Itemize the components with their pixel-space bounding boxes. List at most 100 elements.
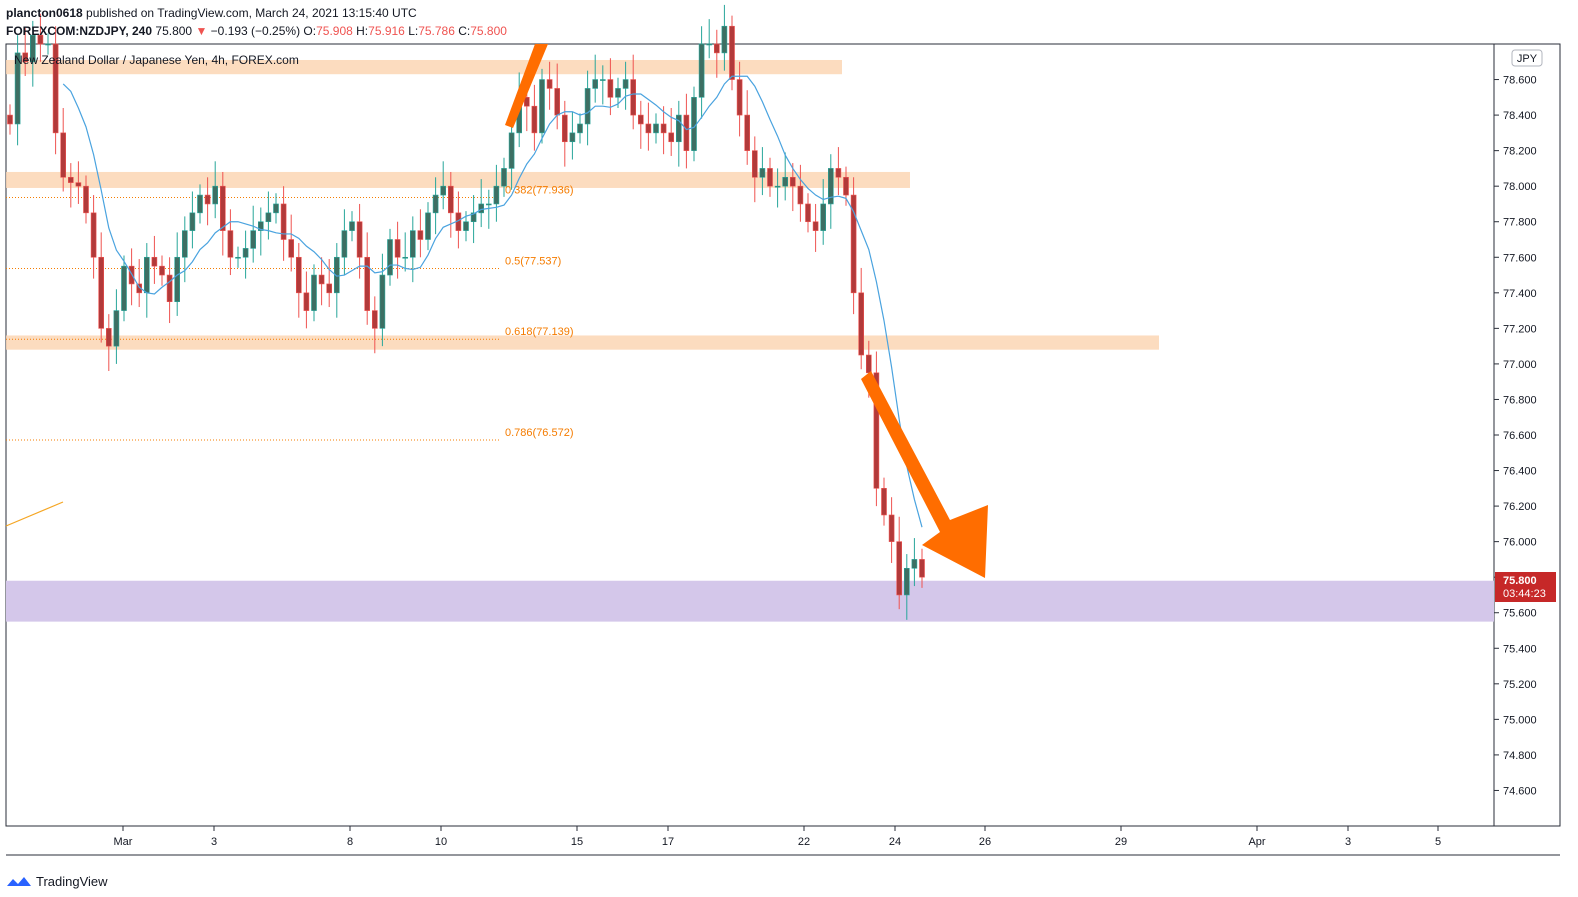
candle-body bbox=[174, 256, 180, 303]
x-tick-label: 5 bbox=[1435, 836, 1441, 848]
candle-body bbox=[911, 559, 918, 569]
candle-body bbox=[736, 79, 743, 116]
high-label: H: bbox=[356, 24, 369, 38]
y-tick-label: 76.600 bbox=[1503, 430, 1537, 442]
publish-line: plancton0618 published on TradingView.co… bbox=[6, 4, 507, 22]
candle-body bbox=[68, 176, 74, 183]
y-tick-label: 75.200 bbox=[1503, 679, 1537, 691]
candle-body bbox=[265, 212, 272, 223]
candle-body bbox=[660, 123, 667, 134]
candle-body bbox=[706, 43, 713, 46]
x-tick-label: 3 bbox=[211, 836, 217, 848]
bar-countdown: 03:44:23 bbox=[1503, 588, 1546, 600]
candle-body bbox=[789, 176, 796, 187]
candle-body bbox=[463, 221, 469, 231]
moving-average-line bbox=[62, 75, 923, 528]
symbol-label[interactable]: FOREXCOM:NZDJPY, 240 bbox=[6, 24, 153, 38]
y-tick-label: 77.000 bbox=[1503, 359, 1537, 371]
candle-body bbox=[242, 248, 249, 258]
candle-body bbox=[683, 114, 690, 151]
x-tick-label: 3 bbox=[1345, 836, 1351, 848]
candle-body bbox=[371, 310, 378, 329]
candle-body bbox=[402, 256, 409, 259]
candle-body bbox=[75, 182, 82, 187]
y-tick-label: 76.200 bbox=[1503, 501, 1537, 513]
candle-body bbox=[90, 212, 97, 258]
candle-body bbox=[903, 567, 910, 596]
tradingview-brand[interactable]: TradingView bbox=[6, 874, 108, 889]
candle-body bbox=[273, 203, 279, 214]
candle-body bbox=[22, 52, 29, 63]
candle-body bbox=[295, 256, 302, 294]
ohlc-line: FOREXCOM:NZDJPY, 240 75.800 ▼ −0.193 (−0… bbox=[6, 22, 507, 40]
candle-body bbox=[417, 230, 424, 240]
candle-body bbox=[113, 310, 120, 347]
candle-body bbox=[668, 132, 675, 143]
candle-body bbox=[121, 265, 127, 311]
candle-body bbox=[98, 256, 104, 329]
candle-body bbox=[318, 274, 325, 285]
candle-body bbox=[447, 185, 454, 214]
bearish-projection-arrow[interactable] bbox=[861, 371, 988, 578]
candle-body bbox=[14, 52, 21, 125]
candle-body bbox=[858, 292, 865, 356]
candle-body bbox=[820, 203, 827, 231]
published-text: published on TradingView.com, March 24, … bbox=[86, 6, 417, 20]
open-label: O: bbox=[303, 24, 317, 38]
high-value: 75.916 bbox=[368, 24, 405, 38]
candle-body bbox=[364, 256, 371, 311]
x-tick-label: 17 bbox=[662, 836, 674, 848]
candle-body bbox=[865, 354, 872, 374]
bullish-arrow-stub[interactable] bbox=[505, 44, 548, 128]
candle-body bbox=[577, 123, 583, 134]
resistance-zone[interactable] bbox=[6, 171, 910, 188]
candle-body bbox=[592, 79, 599, 89]
y-tick-label: 75.600 bbox=[1503, 608, 1537, 620]
candle-body bbox=[83, 185, 89, 214]
support-zone[interactable] bbox=[6, 580, 1494, 622]
x-tick-label: 15 bbox=[571, 836, 583, 848]
trend-line-stub[interactable] bbox=[5, 501, 64, 527]
candle-body bbox=[235, 256, 241, 259]
candle-body bbox=[539, 79, 545, 134]
change-value: −0.193 (−0.25%) bbox=[210, 24, 301, 38]
candle-body bbox=[280, 203, 287, 240]
candle-body bbox=[630, 79, 637, 116]
candle-body bbox=[250, 230, 256, 249]
candle-body bbox=[493, 185, 500, 205]
currency-label: JPY bbox=[1517, 53, 1538, 65]
candle-body bbox=[52, 43, 59, 134]
price-axis-frame[interactable] bbox=[1493, 43, 1561, 827]
candle-body bbox=[189, 212, 196, 231]
candle-body bbox=[645, 123, 652, 134]
candle-body bbox=[440, 185, 447, 196]
y-tick-label: 78.000 bbox=[1503, 181, 1537, 193]
candle-body bbox=[873, 372, 880, 489]
candle-body bbox=[615, 88, 621, 98]
y-tick-label: 76.400 bbox=[1503, 466, 1537, 478]
close-value: 75.800 bbox=[470, 24, 507, 38]
candle-body bbox=[759, 168, 766, 178]
x-tick-label: 10 bbox=[435, 836, 447, 848]
candle-body bbox=[782, 176, 789, 187]
publisher-name[interactable]: plancton0618 bbox=[6, 6, 83, 20]
currency-box[interactable] bbox=[1511, 49, 1543, 67]
y-tick-label: 75.000 bbox=[1503, 714, 1537, 726]
candle-body bbox=[508, 132, 515, 169]
candle-body bbox=[478, 203, 485, 214]
candle-body bbox=[29, 34, 36, 63]
resistance-zone[interactable] bbox=[6, 335, 1159, 350]
y-tick-label: 78.400 bbox=[1503, 110, 1537, 122]
candle-body bbox=[106, 328, 112, 347]
candle-body bbox=[204, 194, 211, 205]
candle-body bbox=[501, 168, 507, 187]
candle-body bbox=[470, 212, 477, 223]
candle-body bbox=[144, 256, 150, 294]
candle-body bbox=[159, 265, 165, 276]
y-tick-label: 76.000 bbox=[1503, 537, 1537, 549]
close-label: C: bbox=[458, 24, 471, 38]
fib-level-label: 0.786(76.572) bbox=[505, 427, 574, 439]
candle-body bbox=[637, 114, 644, 125]
candle-body bbox=[151, 256, 158, 267]
